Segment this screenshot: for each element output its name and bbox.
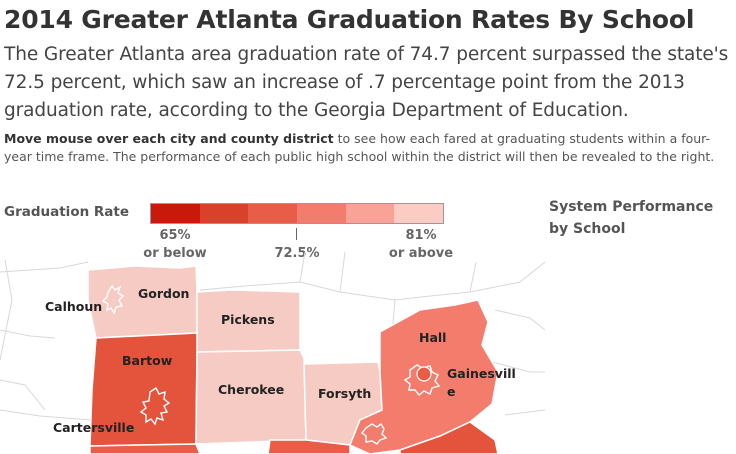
legend-low-label: 65% or below xyxy=(143,228,207,261)
label-cartersville: Cartersville xyxy=(53,420,134,435)
district-south-3[interactable] xyxy=(399,421,499,454)
district-south-1[interactable] xyxy=(267,439,351,454)
instructions-emphasis: Move mouse over each city and county dis… xyxy=(4,131,334,146)
legend-title: Graduation Rate xyxy=(4,204,130,220)
gainesville-boundary[interactable] xyxy=(403,364,441,396)
instructions-text: to see how each fared at graduating stud… xyxy=(4,131,715,164)
label-forsyth: Forsyth xyxy=(318,386,371,401)
label-bartow: Bartow xyxy=(122,353,173,368)
legend-swatch-3 xyxy=(248,204,298,223)
label-cherokee: Cherokee xyxy=(218,382,284,397)
system-performance-heading: System Performance by School xyxy=(549,199,714,237)
instructions: Move mouse over each city and county dis… xyxy=(4,130,732,166)
legend-swatch-5 xyxy=(345,204,395,223)
legend-swatch-6 xyxy=(394,204,444,223)
gainesville-city-core[interactable] xyxy=(416,366,432,382)
legend-swatch-2 xyxy=(199,204,249,223)
legend-swatch-4 xyxy=(297,204,346,223)
label-pickens: Pickens xyxy=(221,312,275,327)
district-south-2[interactable] xyxy=(89,443,201,454)
cartersville-boundary[interactable] xyxy=(139,386,171,426)
background-borders xyxy=(0,251,546,421)
district-map: Calhoun Gordon Pickens Bartow Cartersvil… xyxy=(0,251,546,454)
legend-mid-tick xyxy=(296,228,297,240)
label-hall: Hall xyxy=(419,330,446,345)
legend-high-label: 81% or above xyxy=(388,228,454,261)
calhoun-boundary[interactable] xyxy=(101,284,125,315)
city-boundaries xyxy=(101,284,441,445)
legend-color-scale xyxy=(150,203,444,224)
label-gordon: Gordon xyxy=(138,286,189,301)
legend-mid-label: 72.5% xyxy=(274,246,320,261)
page-title: 2014 Greater Atlanta Graduation Rates By… xyxy=(4,5,695,34)
label-calhoun: Calhoun xyxy=(45,299,102,314)
legend-swatch-1 xyxy=(151,204,200,223)
south-city-boundary[interactable] xyxy=(361,422,388,445)
district-cherokee[interactable] xyxy=(195,349,307,445)
label-gainesville: Gainesvill e xyxy=(447,366,520,399)
intro-paragraph: The Greater Atlanta area graduation rate… xyxy=(4,44,729,121)
